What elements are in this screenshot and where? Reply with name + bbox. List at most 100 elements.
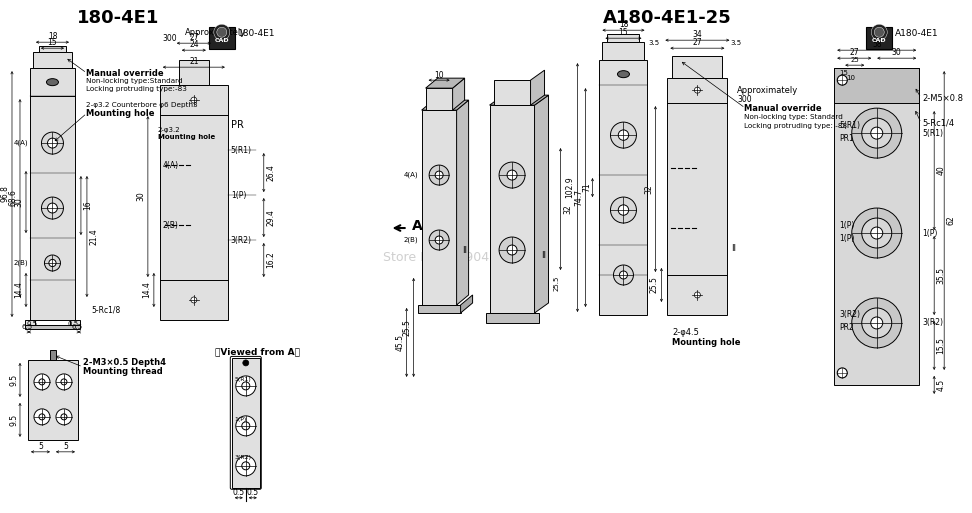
Polygon shape: [531, 70, 544, 105]
Circle shape: [34, 409, 50, 425]
Text: 18: 18: [48, 32, 57, 41]
Text: 4(A): 4(A): [404, 172, 419, 179]
Text: 5(R1): 5(R1): [922, 129, 943, 137]
Text: 30: 30: [892, 48, 902, 56]
Circle shape: [435, 236, 443, 244]
Ellipse shape: [47, 78, 58, 86]
Text: 1(P): 1(P): [235, 418, 247, 422]
Text: 29.4: 29.4: [266, 209, 275, 226]
Circle shape: [242, 462, 250, 470]
Circle shape: [214, 24, 229, 40]
Circle shape: [39, 379, 45, 385]
Bar: [668, 78, 727, 315]
Polygon shape: [426, 78, 465, 88]
Circle shape: [837, 368, 848, 378]
Circle shape: [871, 227, 883, 239]
Bar: [490, 105, 535, 313]
Bar: [39, 46, 66, 52]
Bar: [608, 34, 640, 42]
Text: 27: 27: [693, 37, 702, 47]
Circle shape: [499, 162, 525, 188]
Text: 9.5: 9.5: [10, 414, 18, 426]
Circle shape: [429, 165, 449, 185]
Bar: [834, 68, 920, 103]
Circle shape: [610, 122, 637, 148]
Text: 5-Rc1/4: 5-Rc1/4: [922, 119, 955, 128]
Bar: [231, 358, 260, 488]
Circle shape: [507, 170, 517, 180]
Text: 3(R2): 3(R2): [839, 310, 860, 320]
Text: Non-locking type:Standard: Non-locking type:Standard: [86, 78, 183, 84]
Text: 24: 24: [189, 40, 198, 49]
Bar: [209, 27, 235, 49]
Text: 0.5: 0.5: [232, 488, 245, 497]
Text: 30: 30: [136, 192, 146, 202]
Text: 180-4E1: 180-4E1: [238, 29, 275, 37]
Bar: [418, 305, 461, 313]
Circle shape: [42, 197, 63, 219]
Circle shape: [837, 75, 848, 85]
Circle shape: [56, 409, 72, 425]
Text: A180-4E1: A180-4E1: [895, 29, 939, 37]
Text: 15: 15: [618, 28, 628, 37]
Text: 5: 5: [63, 442, 68, 451]
Text: 2(B): 2(B): [404, 237, 419, 243]
Text: 14.4: 14.4: [142, 282, 152, 299]
Circle shape: [243, 360, 249, 366]
Text: PR: PR: [230, 120, 244, 130]
Text: 3.5: 3.5: [648, 40, 659, 46]
Circle shape: [507, 245, 517, 255]
Text: 4(A): 4(A): [14, 140, 28, 146]
Circle shape: [862, 218, 891, 248]
Circle shape: [49, 260, 56, 267]
Circle shape: [45, 255, 60, 271]
Bar: [494, 80, 531, 105]
Text: 32: 32: [643, 184, 653, 194]
Bar: [70, 320, 80, 325]
Circle shape: [242, 382, 250, 390]
Text: II: II: [541, 250, 546, 260]
Text: 4.5: 4.5: [937, 379, 946, 391]
Text: 40: 40: [937, 166, 946, 175]
Circle shape: [242, 422, 250, 430]
Text: Locking protruding type: -83: Locking protruding type: -83: [745, 123, 848, 129]
Text: 2-M3×0.5 Depth4: 2-M3×0.5 Depth4: [83, 359, 166, 367]
Circle shape: [42, 132, 63, 154]
Bar: [600, 60, 647, 315]
Text: 45.5: 45.5: [396, 334, 404, 351]
Text: 180-4E1: 180-4E1: [77, 9, 159, 27]
Text: Store ID: 1409048: Store ID: 1409048: [383, 251, 497, 265]
Circle shape: [34, 374, 50, 390]
Circle shape: [862, 308, 891, 338]
Bar: [603, 42, 644, 60]
Circle shape: [61, 379, 67, 385]
Circle shape: [862, 118, 891, 148]
Circle shape: [48, 203, 57, 213]
Bar: [422, 110, 457, 305]
Text: 300: 300: [163, 34, 178, 43]
Text: 300: 300: [738, 94, 752, 104]
Circle shape: [191, 97, 196, 103]
Circle shape: [694, 292, 701, 298]
Circle shape: [191, 297, 196, 303]
Text: 30: 30: [15, 197, 23, 207]
Text: 2(B): 2(B): [163, 221, 179, 229]
Circle shape: [217, 27, 226, 37]
Circle shape: [48, 138, 57, 148]
Circle shape: [39, 414, 45, 420]
Text: 4(A): 4(A): [163, 161, 179, 170]
Circle shape: [435, 171, 443, 179]
Bar: [33, 52, 72, 68]
Bar: [50, 350, 56, 360]
Text: 14.4: 14.4: [15, 282, 23, 299]
Bar: [486, 313, 538, 323]
Text: Manual override: Manual override: [745, 104, 822, 113]
Text: 2(B): 2(B): [14, 260, 28, 266]
Text: 《Viewed from A》: 《Viewed from A》: [215, 347, 299, 357]
Text: Approximately: Approximately: [738, 86, 799, 94]
Text: 0.5: 0.5: [67, 321, 79, 327]
Text: 35.5: 35.5: [937, 267, 946, 284]
Bar: [30, 68, 75, 320]
Polygon shape: [457, 100, 469, 305]
Polygon shape: [535, 95, 548, 313]
